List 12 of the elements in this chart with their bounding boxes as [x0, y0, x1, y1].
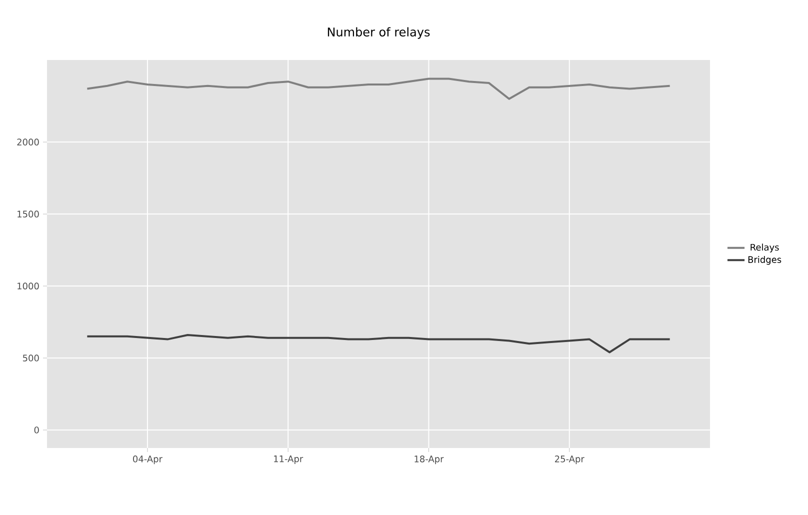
y-tick-label: 2000: [17, 138, 39, 146]
chart-title: Number of relays: [328, 27, 430, 39]
legend-label: Relays: [750, 244, 779, 252]
x-tick-label: 18-Apr: [414, 456, 444, 464]
x-tick-label: 11-Apr: [274, 456, 304, 464]
y-tick-label: 0: [34, 426, 39, 434]
x-tick-label: 25-Apr: [554, 456, 584, 464]
y-tick-label: 1500: [18, 210, 39, 218]
legend-label: Bridges: [748, 256, 782, 265]
y-tick-label: 500: [22, 354, 39, 362]
y-tick-label: 1000: [18, 282, 39, 290]
x-tick-label: 04-Apr: [133, 456, 162, 464]
